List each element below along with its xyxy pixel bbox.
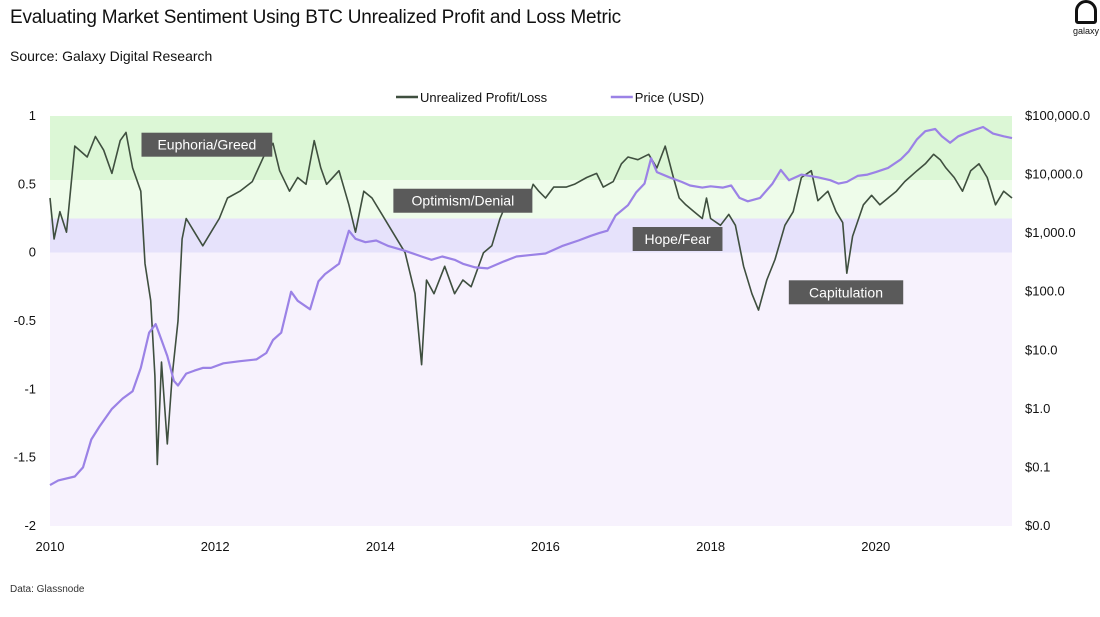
y-left-tick-label: -0.5 [14,313,36,328]
y-left-tick-label: -1 [24,381,36,396]
zone-label-box [788,280,904,305]
legend-entry: Unrealized Profit/Loss [396,90,548,105]
zone-label-text: Euphoria/Greed [157,137,256,153]
y-right-tick-label: $1.0 [1025,401,1050,416]
axes: 1 0.5 0 -0.5 -1 -1.5 -2 $100,000.0 $10,000.0 $1,0… [14,108,1090,554]
zone-label-text: Capitulation [809,284,883,300]
zone-label-box [393,188,533,213]
logo-text: galaxy [1072,26,1099,36]
zone-label-text: Hope/Fear [644,231,710,247]
y-right-tick-label: $100,000.0 [1025,108,1090,123]
y-left-tick-label: 0.5 [18,176,36,191]
y-right-tick-label: $1,000.0 [1025,225,1076,240]
legend: Unrealized Profit/Loss Price (USD) [396,90,704,105]
y-right-tick-label: $0.0 [1025,518,1050,533]
zone-label-hope-fear: Hope/Fear [632,227,723,251]
galaxy-logo: galaxy [1068,0,1100,36]
zone-label-optimism-denial: Optimism/Denial [393,188,533,213]
zone-labels: Euphoria/Greed Optimism/Denial Hope/Fear Ca… [141,132,904,305]
x-tick-label: 2016 [531,539,560,554]
zone-label-text: Optimism/Denial [412,193,515,209]
chart-subtitle: Source: Galaxy Digital Research [10,48,213,64]
x-tick-label: 2010 [36,539,65,554]
y-left-tick-label: -1.5 [14,450,36,465]
data-source-footnote: Data: Glassnode [10,584,85,595]
x-tick-label: 2012 [201,539,230,554]
zone-label-box [141,132,273,157]
y-left-tick-label: 0 [29,245,36,260]
legend-label: Price (USD) [635,90,704,105]
legend-label: Unrealized Profit/Loss [420,90,548,105]
zone-label-box [632,227,723,251]
legend-entry: Price (USD) [610,90,704,105]
sentiment-zones [50,116,1012,526]
y-left-tick-label: -2 [24,518,36,533]
y-right-tick-label: $0.1 [1025,459,1050,474]
chart-title: Evaluating Market Sentiment Using BTC Un… [10,7,621,28]
x-tick-label: 2014 [366,539,395,554]
zone-label-euphoria-greed: Euphoria/Greed [141,132,273,157]
series-line-price [49,125,1013,487]
y-left-tick-label: 1 [29,108,36,123]
x-tick-label: 2020 [861,539,890,554]
x-tick-label: 2018 [696,539,725,554]
galaxy-logo-icon [1075,0,1097,24]
zone-label-capitulation: Capitulation [788,280,904,305]
y-right-tick-label: $100.0 [1025,284,1065,299]
zone-hope-fear [50,218,1012,253]
y-right-tick-label: $10,000.0 [1025,167,1083,182]
y-right-tick-label: $10.0 [1025,342,1058,357]
